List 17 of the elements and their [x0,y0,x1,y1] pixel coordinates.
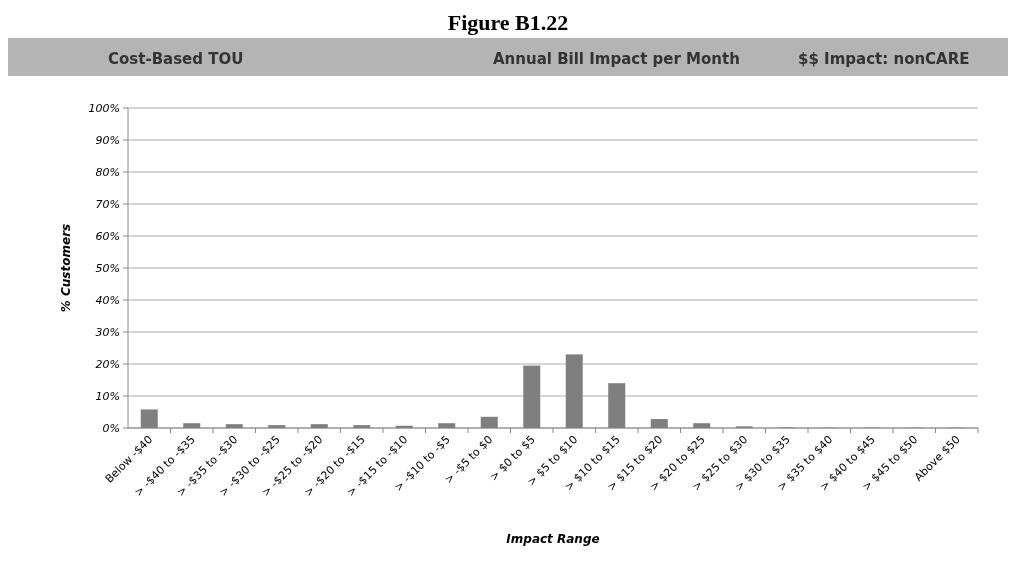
y-tick-label: 50% [95,261,120,275]
y-tick-label: 90% [95,133,120,147]
y-axis-title: % Customers [59,223,73,313]
text: Annual Bill Impact per Month [493,50,740,68]
y-tick-label: 10% [95,389,120,403]
y-tick-label: 60% [95,229,120,243]
y-tick-label: 100% [88,101,120,115]
y-tick-label: 30% [95,325,120,339]
x-axis-title: Impact Range [506,532,600,546]
y-tick-label: 40% [95,293,120,307]
y-tick-label: 0% [102,421,120,435]
y-tick-label: 80% [95,165,120,179]
y-tick-label: 20% [95,357,120,371]
y-tick-label: 70% [95,197,120,211]
chart-title: Figure B1.22 [447,10,569,35]
text: Cost-Based TOU [108,50,244,68]
text: $$ Impact: nonCARE [798,50,970,68]
